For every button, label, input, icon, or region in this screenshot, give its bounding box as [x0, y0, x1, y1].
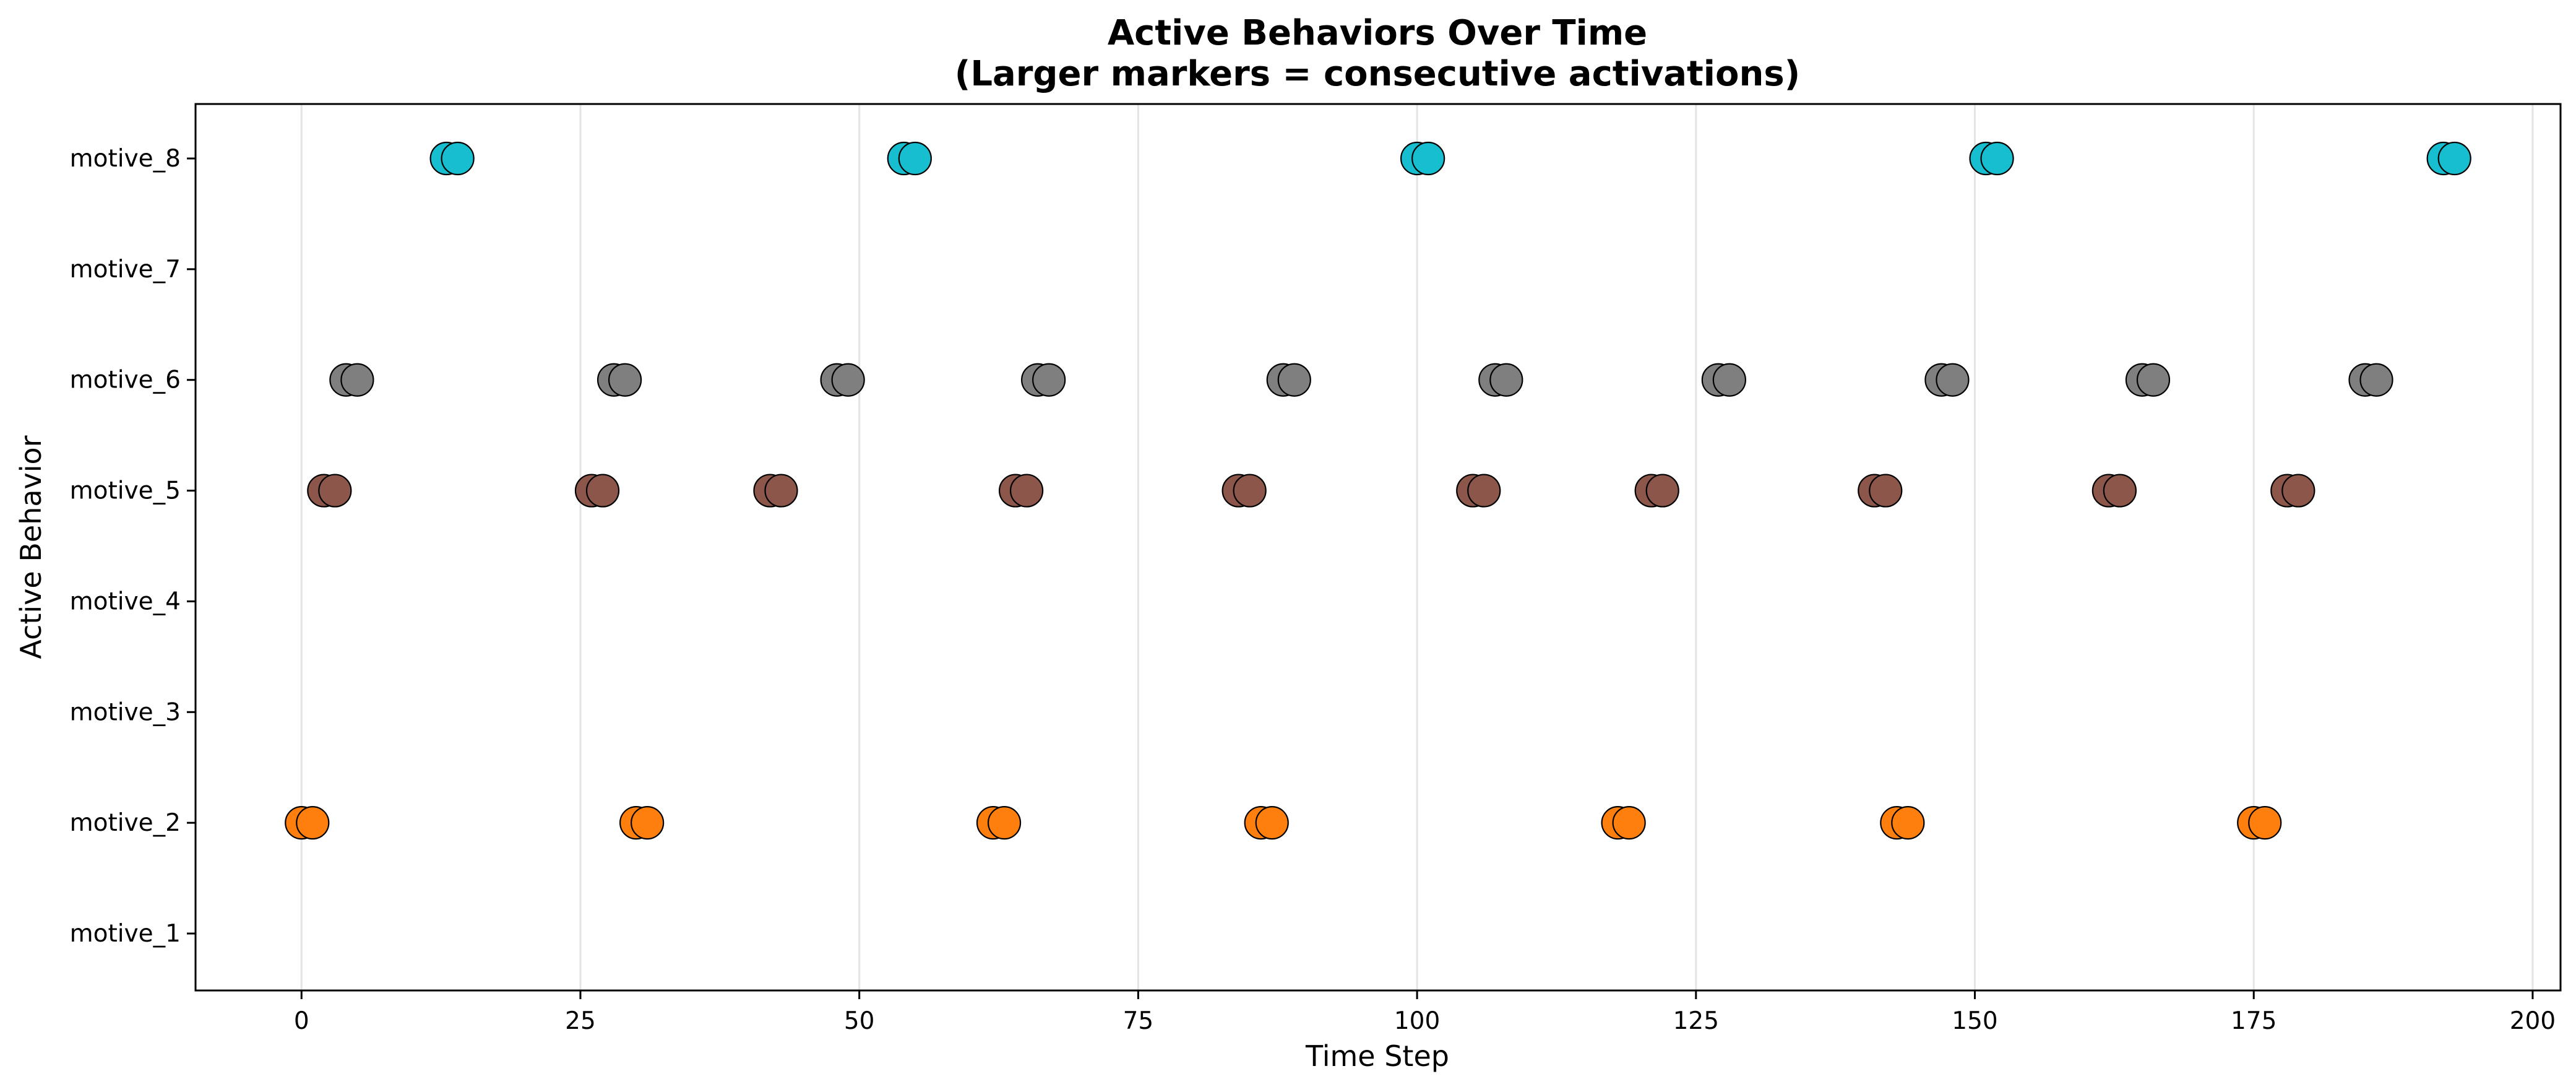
y-tick-label: motive_4 — [70, 587, 181, 615]
scatter-point-motive_6 — [1712, 363, 1746, 397]
scatter-point-motive_6 — [1032, 363, 1066, 397]
scatter-point-motive_6 — [1277, 363, 1311, 397]
scatter-point-motive_6 — [608, 363, 642, 397]
x-tick-label: 100 — [1394, 1007, 1440, 1035]
x-tick-label: 50 — [844, 1007, 875, 1035]
y-axis-label: Active Behavior — [14, 435, 48, 659]
x-tick-label: 0 — [294, 1007, 309, 1035]
scatter-point-motive_6 — [2136, 363, 2171, 397]
scatter-point-motive_6 — [1936, 363, 1970, 397]
chart-subtitle: (Larger markers = consecutive activation… — [955, 54, 1801, 94]
scatter-markers — [285, 141, 2471, 840]
y-tick-label: motive_3 — [70, 698, 181, 726]
y-tick-label: motive_6 — [70, 366, 181, 394]
x-tick-label: 25 — [565, 1007, 596, 1035]
scatter-point-motive_8 — [441, 141, 475, 176]
grid-lines — [300, 104, 2534, 990]
scatter-point-motive_2 — [2248, 806, 2282, 840]
scatter-point-motive_2 — [296, 806, 330, 840]
scatter-point-motive_5 — [2281, 474, 2315, 508]
chart-title: Active Behaviors Over Time — [1108, 13, 1647, 53]
scatter-point-motive_6 — [2359, 363, 2393, 397]
scatter-point-motive_2 — [631, 806, 665, 840]
x-tick-label: 175 — [2231, 1007, 2277, 1035]
x-tick-label: 200 — [2510, 1007, 2556, 1035]
y-tick-label: motive_7 — [70, 256, 181, 284]
y-tick-label: motive_8 — [70, 145, 181, 173]
scatter-point-motive_5 — [585, 474, 620, 508]
y-tick-label: motive_5 — [70, 477, 181, 505]
scatter-point-motive_2 — [1891, 806, 1925, 840]
scatter-point-motive_5 — [318, 474, 352, 508]
x-tick-label: 125 — [1673, 1007, 1719, 1035]
scatter-point-motive_8 — [1980, 141, 2014, 176]
x-tick-label: 75 — [1123, 1007, 1154, 1035]
scatter-point-motive_8 — [1411, 141, 1445, 176]
x-axis-ticks: 0 25 50 75 100 125 150 175 200 — [294, 990, 2556, 1035]
x-axis-label: Time Step — [1305, 1039, 1449, 1073]
scatter-point-motive_5 — [1010, 474, 1044, 508]
scatter-point-motive_6 — [340, 363, 374, 397]
y-tick-label: motive_1 — [70, 920, 181, 948]
y-tick-label: motive_2 — [70, 809, 181, 837]
scatter-point-motive_6 — [831, 363, 865, 397]
scatter-point-motive_5 — [1645, 474, 1679, 508]
scatter-point-motive_5 — [1869, 474, 1903, 508]
scatter-point-motive_5 — [1233, 474, 1267, 508]
scatter-point-motive_5 — [764, 474, 798, 508]
scatter-point-motive_6 — [1489, 363, 1523, 397]
x-tick-label: 150 — [1952, 1007, 1997, 1035]
scatter-point-motive_2 — [987, 806, 1022, 840]
scatter-point-motive_5 — [1467, 474, 1501, 508]
scatter-point-motive_5 — [2103, 474, 2137, 508]
y-axis-ticks: motive_1 motive_2 motive_3 motive_4 motive_5… — [70, 145, 196, 948]
plot-area-frame — [194, 103, 2562, 992]
scatter-point-motive_8 — [2437, 141, 2471, 176]
scatter-point-motive_2 — [1255, 806, 1289, 840]
scatter-point-motive_8 — [898, 141, 932, 176]
scatter-point-motive_2 — [1612, 806, 1646, 840]
